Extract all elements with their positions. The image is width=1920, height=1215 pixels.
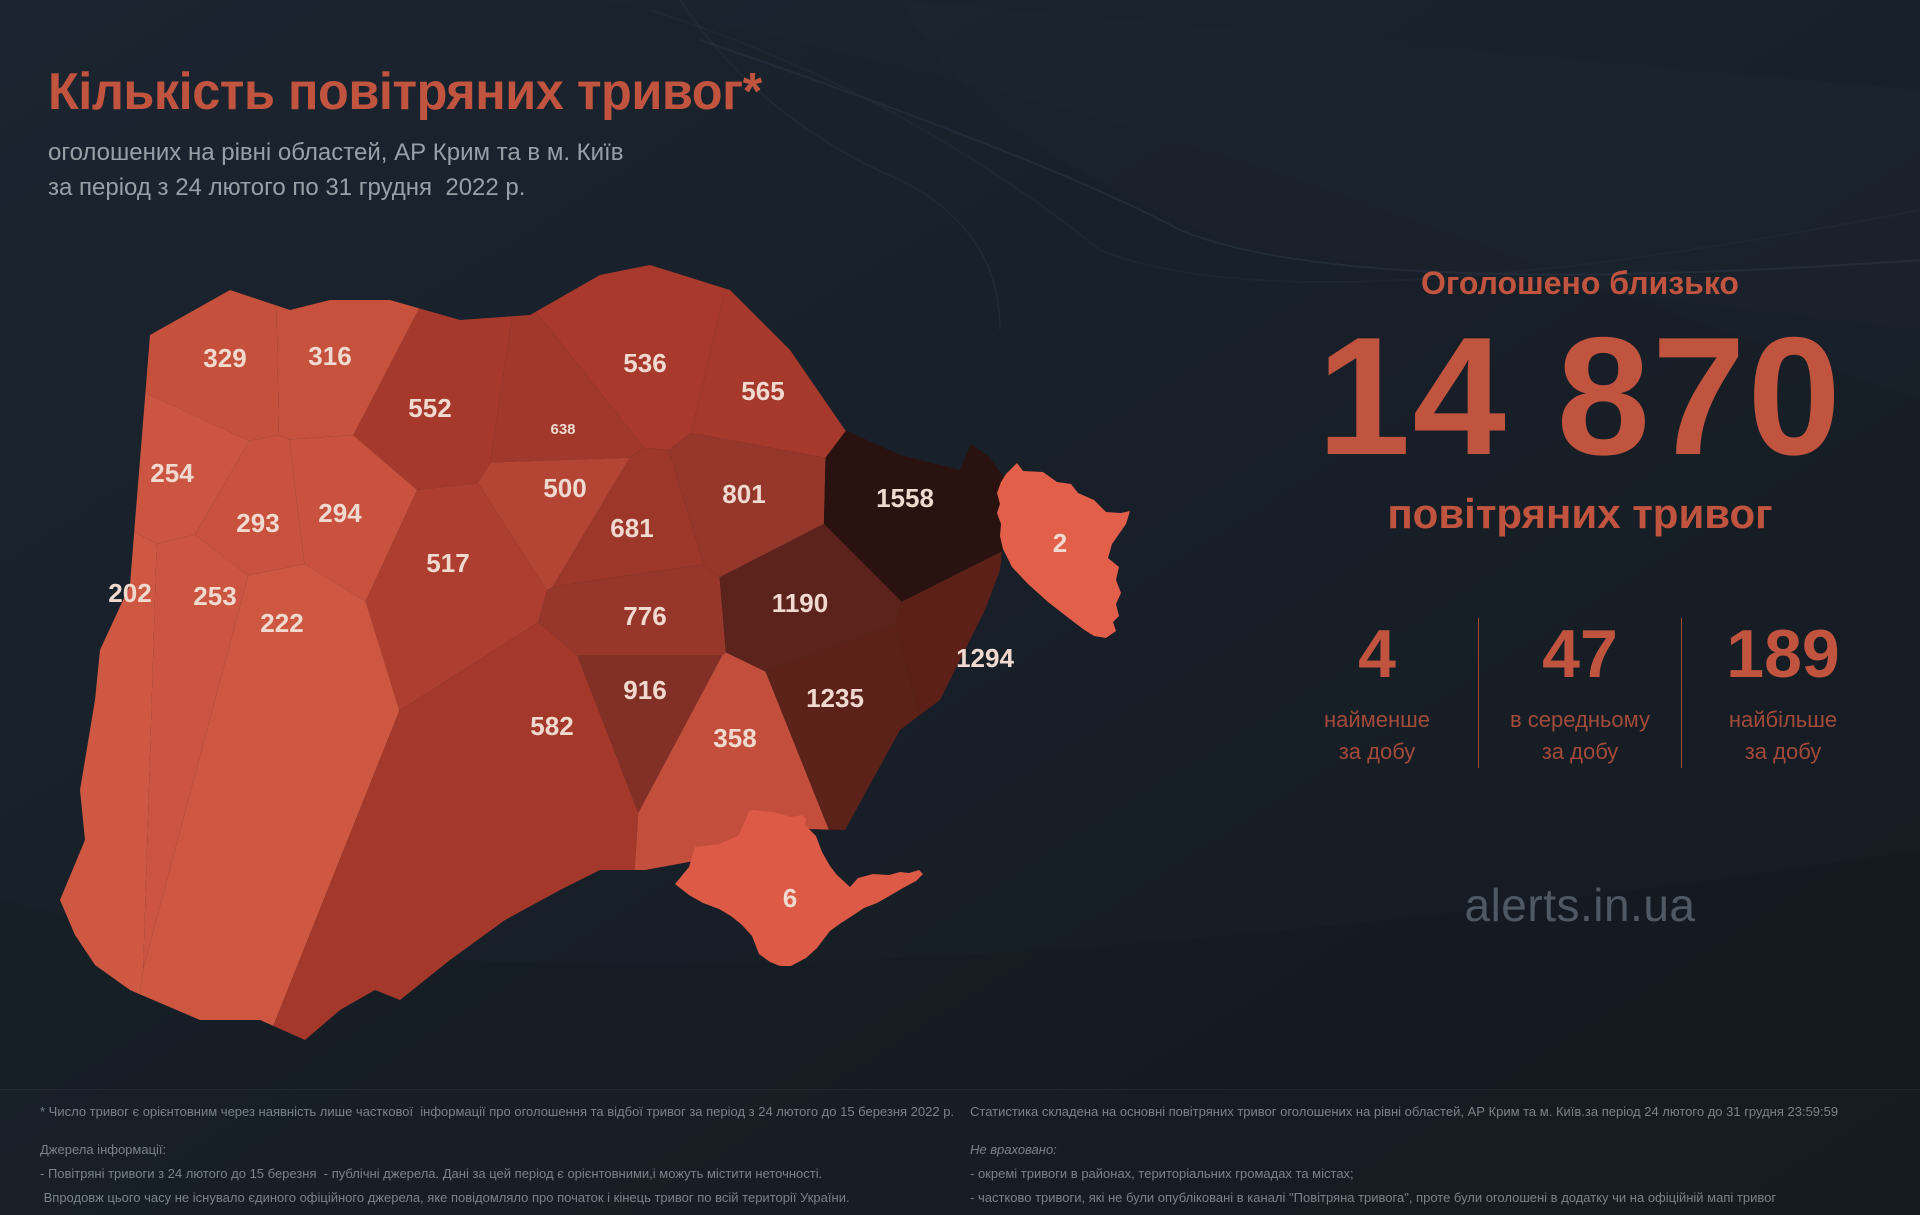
svg-text:1190: 1190 <box>772 588 828 618</box>
svg-text:500: 500 <box>543 473 586 503</box>
svg-text:582: 582 <box>530 711 573 741</box>
svg-text:552: 552 <box>408 393 451 423</box>
svg-text:517: 517 <box>426 548 469 578</box>
svg-text:6: 6 <box>783 883 797 913</box>
svg-text:916: 916 <box>623 675 666 705</box>
svg-text:1294: 1294 <box>956 643 1014 673</box>
svg-text:565: 565 <box>741 376 784 406</box>
svg-text:1235: 1235 <box>806 683 864 713</box>
svg-text:293: 293 <box>236 508 279 538</box>
svg-text:2: 2 <box>1053 528 1067 558</box>
svg-text:254: 254 <box>150 458 194 488</box>
svg-text:358: 358 <box>713 723 756 753</box>
svg-text:329: 329 <box>203 343 246 373</box>
svg-text:202: 202 <box>108 578 151 608</box>
svg-text:638: 638 <box>550 421 575 438</box>
svg-text:681: 681 <box>610 513 653 543</box>
svg-text:294: 294 <box>318 498 362 528</box>
svg-text:253: 253 <box>193 581 236 611</box>
svg-text:222: 222 <box>260 608 303 638</box>
svg-text:536: 536 <box>623 348 666 378</box>
svg-text:1558: 1558 <box>876 483 934 513</box>
svg-text:316: 316 <box>308 341 351 371</box>
svg-text:801: 801 <box>722 479 765 509</box>
svg-text:776: 776 <box>623 601 666 631</box>
